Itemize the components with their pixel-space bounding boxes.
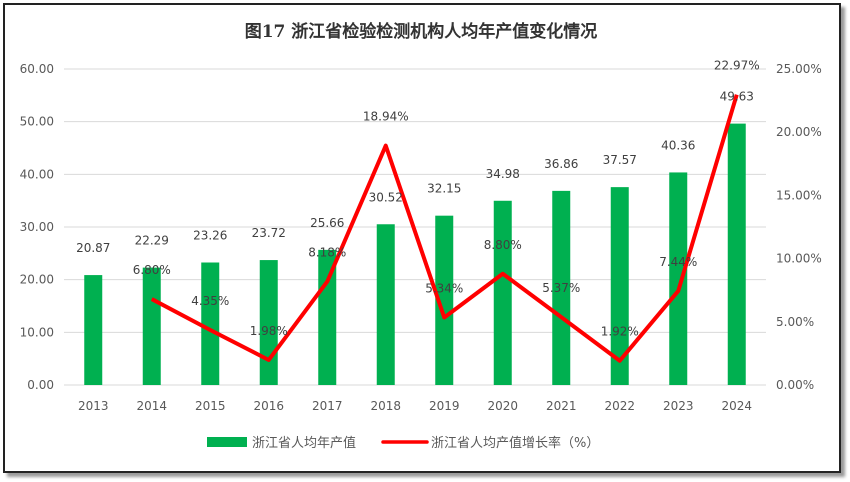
x-tick: 2021 [546, 399, 577, 413]
line-label: 22.97% [714, 59, 760, 73]
y-right-tick: 15.00% [776, 188, 822, 202]
bar [727, 123, 746, 386]
line-label: 1.92% [601, 325, 639, 339]
y-right-tick: 10.00% [776, 252, 822, 266]
x-tick: 2022 [604, 399, 635, 413]
x-tick: 2020 [487, 399, 518, 413]
bar [493, 200, 512, 385]
line-label: 5.34% [425, 282, 463, 296]
x-tick: 2023 [663, 399, 694, 413]
y-left-tick: 60.00 [20, 62, 54, 76]
line-label: 7.44% [659, 255, 697, 269]
legend: 浙江省人均年产值 浙江省人均产值增长率（%） [207, 435, 599, 451]
y-left-tick: 20.00 [20, 273, 54, 287]
chart-frame [3, 3, 841, 473]
y-right-tick: 20.00% [776, 125, 822, 139]
bar-label: 40.36 [661, 138, 695, 152]
y-left-tick: 50.00 [20, 115, 54, 129]
y-left-tick: 0.00 [27, 378, 54, 392]
legend-swatch-bar [207, 437, 247, 447]
x-tick: 2024 [721, 399, 752, 413]
bar-label: 25.66 [310, 216, 344, 230]
line-label: 4.35% [191, 294, 229, 308]
bar [669, 172, 688, 385]
y-left-tick: 10.00 [20, 325, 54, 339]
x-tick: 2018 [370, 399, 401, 413]
bar-label: 30.52 [369, 190, 403, 204]
x-tick: 2013 [78, 399, 109, 413]
line-label: 6.80% [133, 263, 171, 277]
bar-label: 36.86 [544, 157, 578, 171]
bar [610, 187, 629, 385]
x-tick: 2014 [136, 399, 167, 413]
bar-label: 37.57 [603, 153, 637, 167]
bar [376, 224, 395, 385]
x-tick: 2015 [195, 399, 226, 413]
bar [84, 275, 103, 385]
x-tick: 2016 [253, 399, 284, 413]
legend-label-bar: 浙江省人均年产值 [252, 435, 356, 451]
y-left-tick: 40.00 [20, 167, 54, 181]
x-tick: 2019 [429, 399, 460, 413]
line-label: 5.37% [542, 281, 580, 295]
y-left-tick: 30.00 [20, 220, 54, 234]
x-tick: 2017 [312, 399, 343, 413]
line-label: 8.18% [308, 246, 346, 260]
bar-label: 23.72 [252, 226, 286, 240]
bar-label: 23.26 [193, 228, 227, 242]
bar [435, 215, 454, 385]
line-label: 18.94% [363, 110, 409, 124]
bar [259, 260, 278, 385]
bar-label: 20.87 [76, 241, 110, 255]
y-right-tick: 0.00% [776, 378, 814, 392]
bar [552, 190, 571, 385]
bar [318, 249, 337, 385]
bar-label: 32.15 [427, 182, 461, 196]
bar [142, 267, 161, 385]
bar-label: 22.29 [135, 234, 169, 248]
y-right-tick: 5.00% [776, 315, 814, 329]
bar [201, 262, 220, 385]
line-label: 1.98% [250, 324, 288, 338]
bar-label: 49.63 [720, 90, 754, 104]
chart-title: 图17 浙江省检验检测机构人均年产值变化情况 [245, 21, 598, 42]
bar-label: 34.98 [486, 167, 520, 181]
y-right-tick: 25.00% [776, 62, 822, 76]
line-label: 8.80% [484, 238, 522, 252]
legend-label-line: 浙江省人均产值增长率（%） [431, 435, 599, 451]
